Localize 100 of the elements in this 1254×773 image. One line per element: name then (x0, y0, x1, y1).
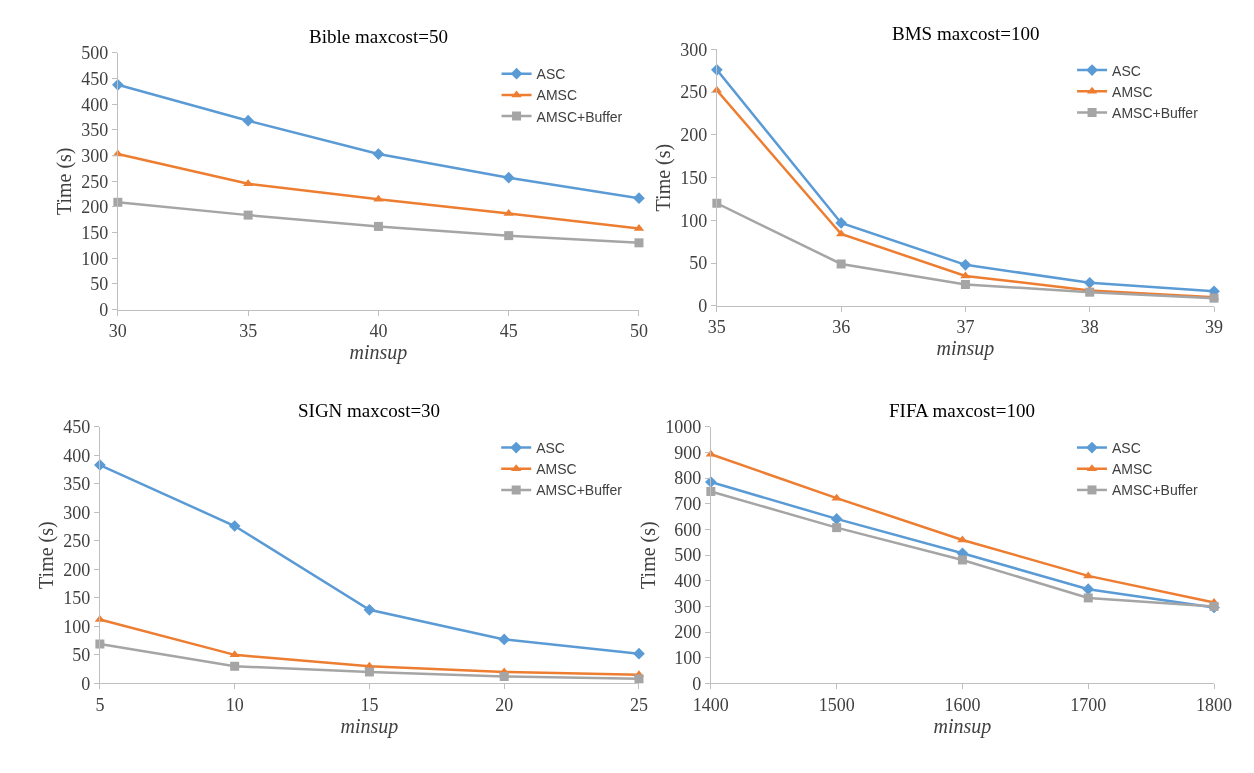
y-axis-title: Time (s) (651, 143, 675, 212)
y-tick-label: 300 (680, 39, 708, 60)
legend-label: AMSC (536, 87, 578, 104)
point (498, 633, 511, 646)
y-tick-label: 100 (63, 616, 91, 637)
chart-title: FIFA maxcost=100 (889, 400, 1036, 421)
point (830, 513, 843, 525)
x-tick-label: 1700 (1070, 694, 1107, 715)
chart-title: Bible maxcost=50 (309, 26, 448, 47)
y-tick-label: 0 (692, 673, 702, 694)
point (634, 238, 644, 248)
y-tick-label: 250 (63, 531, 91, 552)
y-tick-label: 300 (674, 596, 702, 617)
point (228, 520, 241, 532)
y-tick-label: 100 (680, 210, 708, 231)
y-tick-label: 350 (63, 474, 91, 495)
legend-label: ASC (536, 66, 566, 83)
y-tick-label: 350 (81, 120, 109, 141)
y-tick-label: 600 (674, 519, 702, 540)
y-tick-label: 250 (680, 82, 708, 103)
y-tick-label: 400 (674, 571, 702, 592)
x-tick-label: 20 (495, 694, 514, 715)
x-axis-title: minsup (936, 337, 995, 361)
point (957, 555, 967, 565)
x-tick-label: 15 (360, 694, 379, 715)
point (364, 667, 374, 677)
x-tick-label: 1800 (1196, 694, 1233, 715)
y-tick-label: 200 (63, 559, 91, 580)
point (230, 661, 240, 671)
y-tick-label: 200 (81, 197, 109, 218)
x-axis-title: minsup (933, 714, 992, 738)
x-axis-title: minsup (349, 341, 408, 365)
point (242, 114, 254, 127)
legend-label: AMSC (1112, 83, 1153, 100)
y-tick-label: 150 (680, 167, 708, 188)
legend-label: ASC (536, 440, 565, 457)
point (1083, 593, 1093, 603)
y-tick-label: 100 (674, 648, 702, 669)
point (373, 221, 383, 231)
legend-label: AMSC+Buffer (536, 482, 623, 499)
legend-label: ASC (1111, 440, 1141, 457)
y-tick-label: 900 (674, 442, 702, 463)
point (363, 603, 376, 616)
y-tick-label: 400 (81, 94, 109, 115)
x-tick-label: 40 (369, 321, 388, 342)
y-tick-label: 150 (81, 222, 109, 243)
x-tick-label: 36 (832, 317, 851, 338)
point (959, 258, 972, 271)
x-axis-title: minsup (340, 714, 399, 738)
y-axis-title: Time (s) (34, 521, 58, 589)
legend-label: ASC (1112, 62, 1141, 79)
legend-label: AMSC+Buffer (1112, 104, 1199, 121)
y-tick-label: 50 (90, 274, 109, 295)
point (960, 279, 970, 289)
legend-label: AMSC (1111, 461, 1153, 478)
y-tick-label: 150 (63, 588, 91, 609)
y-tick-label: 100 (81, 248, 109, 269)
point (960, 271, 971, 279)
legend-label: AMSC+Buffer (1111, 482, 1199, 499)
point (243, 210, 253, 220)
x-tick-label: 37 (956, 317, 975, 338)
x-tick-label: 1400 (692, 694, 729, 715)
point (634, 674, 644, 684)
point (372, 148, 385, 160)
point (836, 259, 846, 269)
y-tick-label: 1000 (665, 417, 702, 438)
x-tick-label: 38 (1080, 317, 1099, 338)
point (499, 672, 509, 682)
point (229, 650, 240, 658)
x-tick-label: 10 (225, 694, 244, 715)
x-tick-label: 39 (1205, 317, 1224, 338)
point (957, 535, 968, 543)
x-tick-label: 5 (95, 694, 105, 715)
point (633, 192, 645, 205)
y-tick-label: 300 (63, 502, 91, 523)
x-tick-label: 1600 (944, 694, 981, 715)
x-tick-label: 1500 (818, 694, 855, 715)
y-tick-label: 50 (72, 645, 91, 666)
chart-title: SIGN maxcost=30 (298, 400, 441, 421)
y-tick-label: 300 (81, 145, 109, 166)
y-axis-title: Time (s) (52, 147, 76, 216)
y-tick-label: 800 (674, 468, 702, 489)
y-tick-label: 500 (81, 43, 109, 64)
y-axis-title: Time (s) (636, 521, 660, 589)
y-tick-label: 400 (63, 445, 91, 466)
point (502, 171, 515, 184)
y-tick-label: 200 (674, 622, 702, 643)
y-tick-label: 500 (674, 545, 702, 566)
point (835, 217, 847, 229)
y-tick-label: 450 (81, 68, 109, 89)
x-tick-label: 35 (239, 321, 258, 342)
point (832, 523, 842, 533)
y-tick-label: 50 (689, 253, 708, 274)
point (633, 647, 645, 660)
y-tick-label: 200 (680, 125, 708, 146)
y-tick-label: 0 (698, 296, 708, 317)
y-tick-label: 0 (81, 673, 91, 694)
y-tick-label: 0 (99, 299, 109, 320)
x-tick-label: 45 (499, 321, 518, 342)
y-tick-label: 700 (674, 494, 702, 515)
